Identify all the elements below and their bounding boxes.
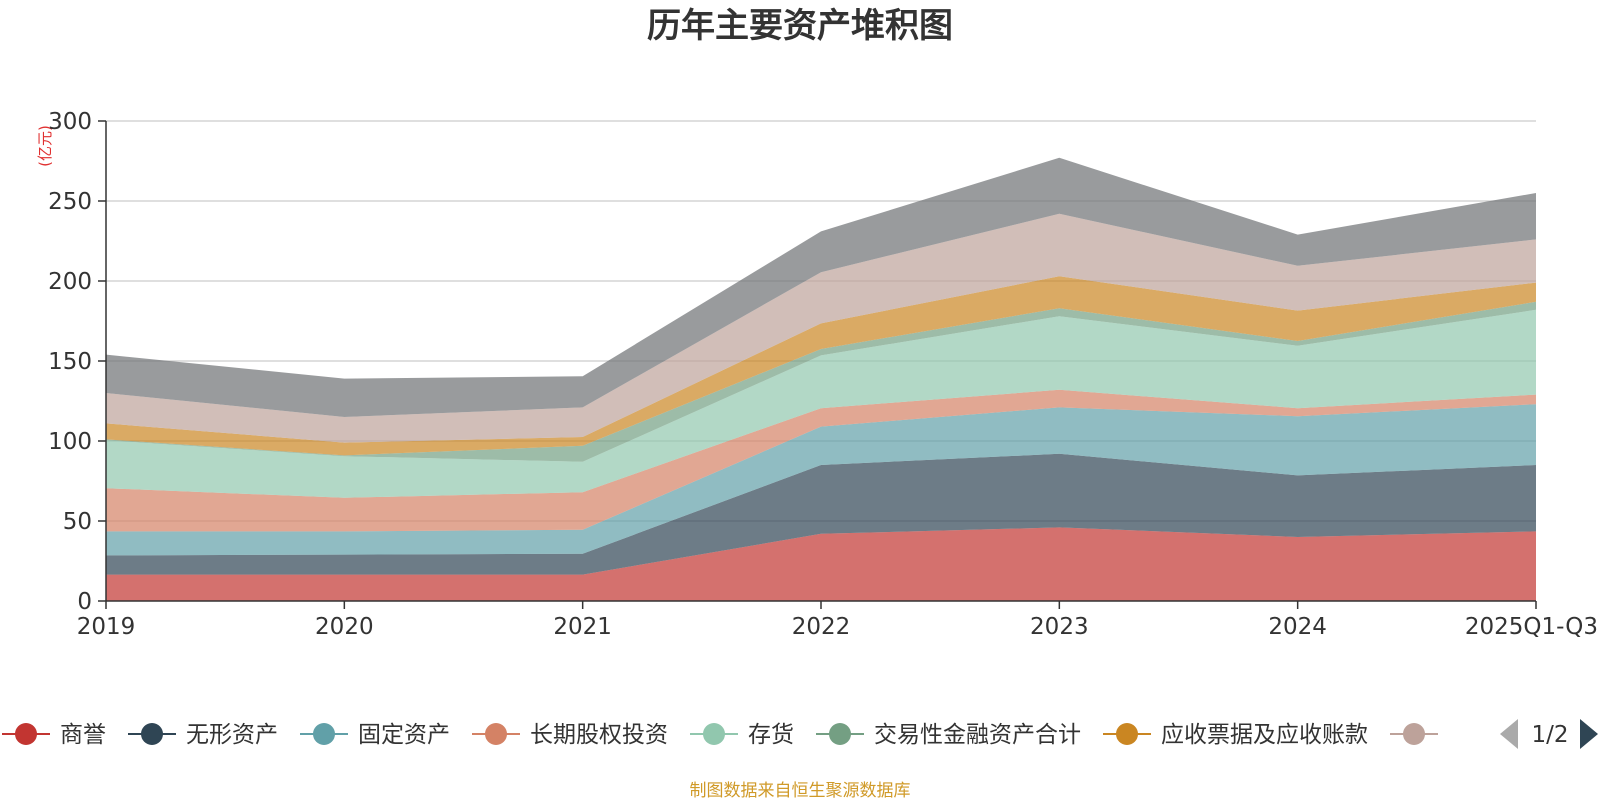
legend-label: 长期股权投资 xyxy=(530,722,668,748)
y-tick-label: 150 xyxy=(48,349,92,375)
area-series-商誉 xyxy=(106,527,1536,601)
legend-next-page-icon[interactable] xyxy=(1580,719,1598,749)
legend-marker xyxy=(141,723,163,745)
area-series-长期股权投资 xyxy=(106,389,1536,532)
x-tick-label: 2019 xyxy=(77,614,136,640)
area-series-固定资产 xyxy=(106,404,1536,556)
y-tick-label: 200 xyxy=(48,269,92,295)
legend-item[interactable]: 存货 xyxy=(690,722,794,748)
y-tick-label: 250 xyxy=(48,189,92,215)
legend-marker xyxy=(1403,723,1425,745)
legend-item[interactable]: 固定资产 xyxy=(300,722,450,748)
area-series-无形资产 xyxy=(106,453,1536,575)
legend-marker xyxy=(15,723,37,745)
legend-marker xyxy=(485,723,507,745)
legend-item[interactable]: 交易性金融资产合计 xyxy=(816,722,1081,748)
x-tick-label: 2024 xyxy=(1268,614,1327,640)
x-tick-label: 2023 xyxy=(1030,614,1089,640)
area-series-其他资产 xyxy=(106,157,1536,418)
legend-label: 应收票据及应收账款 xyxy=(1161,722,1368,748)
legend-marker xyxy=(829,723,851,745)
x-tick-label: 2021 xyxy=(553,614,612,640)
y-tick-label: 0 xyxy=(77,589,92,615)
y-axis-unit-label: (亿元) xyxy=(36,125,54,167)
legend-item[interactable]: 应收票据及应收账款 xyxy=(1103,722,1368,748)
axes: 0 50 100 150 200 250 300 2019 2020 2021 2022 2023 20… xyxy=(48,109,1598,640)
legend-label: 固定资产 xyxy=(358,722,450,748)
y-tick-label: 100 xyxy=(48,429,92,455)
legend-label: 商誉 xyxy=(60,722,106,748)
data-source-note: 制图数据来自恒生聚源数据库 xyxy=(690,781,911,800)
legend-marker xyxy=(1116,723,1138,745)
area-series-其他流动资产 xyxy=(106,213,1536,443)
legend-marker xyxy=(703,723,725,745)
legend-item[interactable] xyxy=(1390,723,1438,745)
y-tick-label: 300 xyxy=(48,109,92,135)
area-series xyxy=(106,157,1536,601)
chart-title: 历年主要资产堆积图 xyxy=(647,6,953,46)
legend-item[interactable]: 长期股权投资 xyxy=(472,722,668,748)
x-tick-label: 2022 xyxy=(792,614,851,640)
y-tick-label: 50 xyxy=(63,509,92,535)
legend-page-indicator: 1/2 xyxy=(1531,722,1568,748)
x-tick-label: 2025Q1-Q3 xyxy=(1465,614,1598,640)
x-tick-label: 2020 xyxy=(315,614,374,640)
area-series-存货 xyxy=(106,309,1536,498)
legend-item[interactable]: 商誉 xyxy=(2,722,106,748)
legend-item[interactable]: 无形资产 xyxy=(128,722,278,748)
area-series-应收票据及应收账款 xyxy=(106,276,1536,456)
legend-label: 无形资产 xyxy=(186,722,278,748)
legend-marker xyxy=(313,723,335,745)
legend-label: 存货 xyxy=(748,722,794,748)
legend-label: 交易性金融资产合计 xyxy=(874,722,1081,748)
legend[interactable]: 商誉 无形资产 固定资产 长期股权投资 存货 交易性金融资产合计 应收票据及应收账款 1/2 xyxy=(2,719,1598,749)
legend-prev-page-icon[interactable] xyxy=(1500,719,1518,749)
